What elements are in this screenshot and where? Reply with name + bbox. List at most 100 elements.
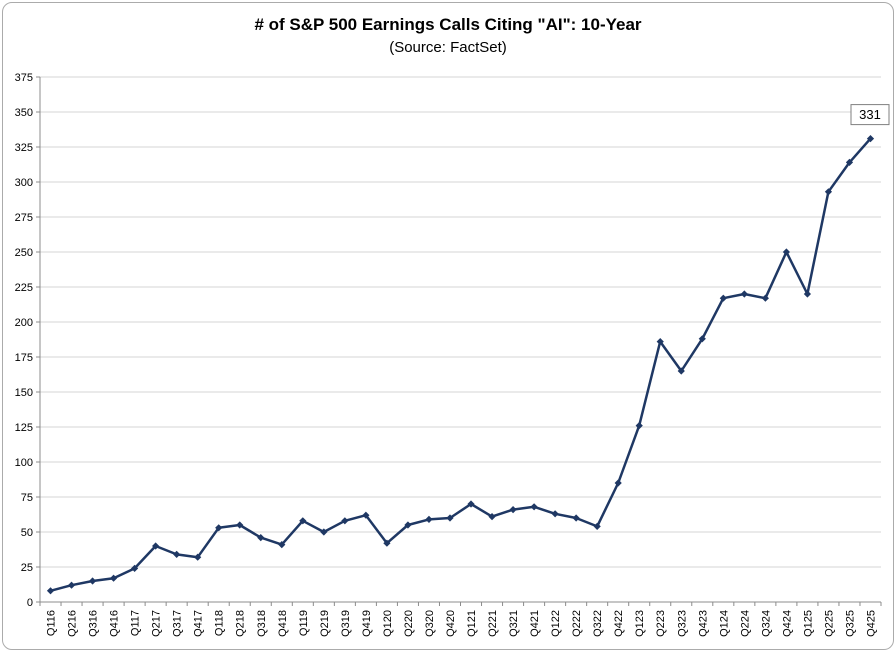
y-axis-label: 350 — [15, 107, 33, 119]
x-axis-label: Q320 — [424, 610, 436, 637]
y-axis-label: 300 — [15, 177, 33, 189]
data-point-marker — [320, 528, 328, 536]
y-axis-label: 0 — [27, 597, 33, 609]
data-point-marker — [698, 335, 706, 343]
data-point-marker — [782, 248, 790, 256]
data-point-marker — [719, 294, 727, 302]
data-point-marker — [236, 521, 244, 529]
data-point-marker — [404, 521, 412, 529]
y-axis-label: 200 — [15, 317, 33, 329]
data-label-box — [850, 104, 890, 126]
data-point-marker — [677, 367, 685, 375]
x-axis-label: Q419 — [361, 610, 373, 637]
x-axis-label: Q123 — [634, 610, 646, 637]
x-axis-label: Q425 — [865, 610, 877, 637]
line-chart: 0 25 50 75 100 125 150 175 200 225 250 275 300 325 350… — [15, 72, 890, 637]
x-axis-label: Q416 — [109, 610, 121, 637]
x-axis-label: Q424 — [781, 610, 793, 637]
x-axis-label: Q222 — [571, 610, 583, 637]
x-axis-label: Q223 — [655, 610, 667, 637]
data-point-marker — [67, 581, 76, 589]
data-point-marker — [530, 503, 538, 511]
x-axis-label: Q325 — [844, 610, 856, 637]
data-point-marker — [614, 479, 622, 487]
x-axis-label: Q321 — [508, 610, 520, 637]
data-point-marker — [109, 574, 118, 582]
x-axis-label: Q319 — [340, 610, 352, 637]
data-point-marker — [803, 290, 812, 298]
x-axis-label: Q324 — [760, 610, 772, 637]
x-axis-label: Q423 — [697, 610, 709, 637]
y-axis-label: 250 — [15, 247, 33, 259]
x-axis-label: Q216 — [67, 610, 79, 637]
x-axis-label: Q219 — [319, 610, 331, 637]
x-axis-label: Q318 — [256, 610, 268, 637]
x-axis-label: Q218 — [235, 610, 247, 637]
x-axis-label: Q116 — [46, 610, 58, 636]
y-axis-label: 150 — [15, 387, 33, 399]
data-point-marker — [824, 188, 833, 196]
data-point-marker — [215, 524, 223, 532]
data-point-marker — [761, 294, 769, 302]
x-axis-label: Q119 — [298, 610, 310, 636]
chart-subtitle: (Source: FactSet) — [389, 39, 507, 56]
x-axis-label: Q217 — [151, 610, 163, 637]
x-axis-label: Q124 — [718, 610, 730, 637]
y-axis-label: 25 — [21, 562, 33, 574]
data-point-marker — [299, 517, 307, 525]
data-point-marker — [341, 517, 349, 525]
data-point-marker — [362, 511, 370, 519]
x-axis-label: Q117 — [130, 610, 142, 636]
x-axis-label: Q221 — [487, 610, 499, 637]
x-axis-label: Q224 — [739, 610, 751, 637]
data-point-marker — [488, 513, 496, 521]
data-point-marker — [257, 534, 265, 542]
data-point-marker — [88, 577, 97, 585]
y-axis-label: 50 — [21, 527, 33, 539]
y-axis-label: 125 — [15, 422, 33, 434]
x-axis-label: Q120 — [382, 610, 394, 637]
x-axis-label: Q323 — [676, 610, 688, 637]
chart-title: # of S&P 500 Earnings Calls Citing "AI":… — [254, 15, 642, 34]
x-axis-label: Q422 — [613, 610, 625, 637]
x-axis-label: Q322 — [592, 610, 604, 637]
data-point-marker — [656, 338, 664, 346]
data-point-marker — [635, 422, 643, 430]
data-point-marker — [278, 541, 286, 549]
y-axis-label: 75 — [21, 492, 33, 504]
data-line — [49, 137, 872, 593]
x-axis-label: Q125 — [802, 610, 814, 637]
data-point-marker — [46, 587, 55, 595]
x-axis-label: Q417 — [193, 610, 205, 637]
y-axis-label: 175 — [15, 352, 33, 364]
data-point-marker — [509, 506, 517, 514]
data-point-marker — [152, 542, 160, 550]
data-point-marker — [845, 158, 854, 166]
data-point-marker — [572, 514, 580, 522]
x-axis-label: Q122 — [550, 610, 562, 637]
x-axis-label: Q220 — [403, 610, 415, 637]
x-axis-label: Q317 — [172, 610, 184, 637]
data-point-marker — [194, 553, 202, 561]
x-axis-label: Q418 — [277, 610, 289, 637]
x-axis-label: Q121 — [466, 610, 478, 637]
data-point-marker — [425, 515, 433, 523]
data-point-marker — [173, 550, 181, 558]
y-axis-label: 275 — [15, 212, 33, 224]
x-axis-label: Q420 — [445, 610, 457, 637]
data-point-marker — [467, 500, 475, 508]
x-axis-label: Q421 — [529, 610, 541, 637]
x-axis-label: Q118 — [214, 610, 226, 636]
y-axis-label: 325 — [15, 142, 33, 154]
data-point-marker — [593, 522, 601, 530]
data-point-marker — [383, 539, 391, 547]
data-point-marker — [551, 510, 559, 518]
y-axis-label: 100 — [15, 457, 33, 469]
x-axis-label: Q316 — [88, 610, 100, 637]
data-point-marker — [446, 514, 454, 522]
data-point-marker — [740, 290, 748, 298]
y-axis-label: 225 — [15, 282, 33, 294]
y-axis-label: 375 — [15, 72, 33, 84]
data-point-marker — [131, 564, 139, 572]
